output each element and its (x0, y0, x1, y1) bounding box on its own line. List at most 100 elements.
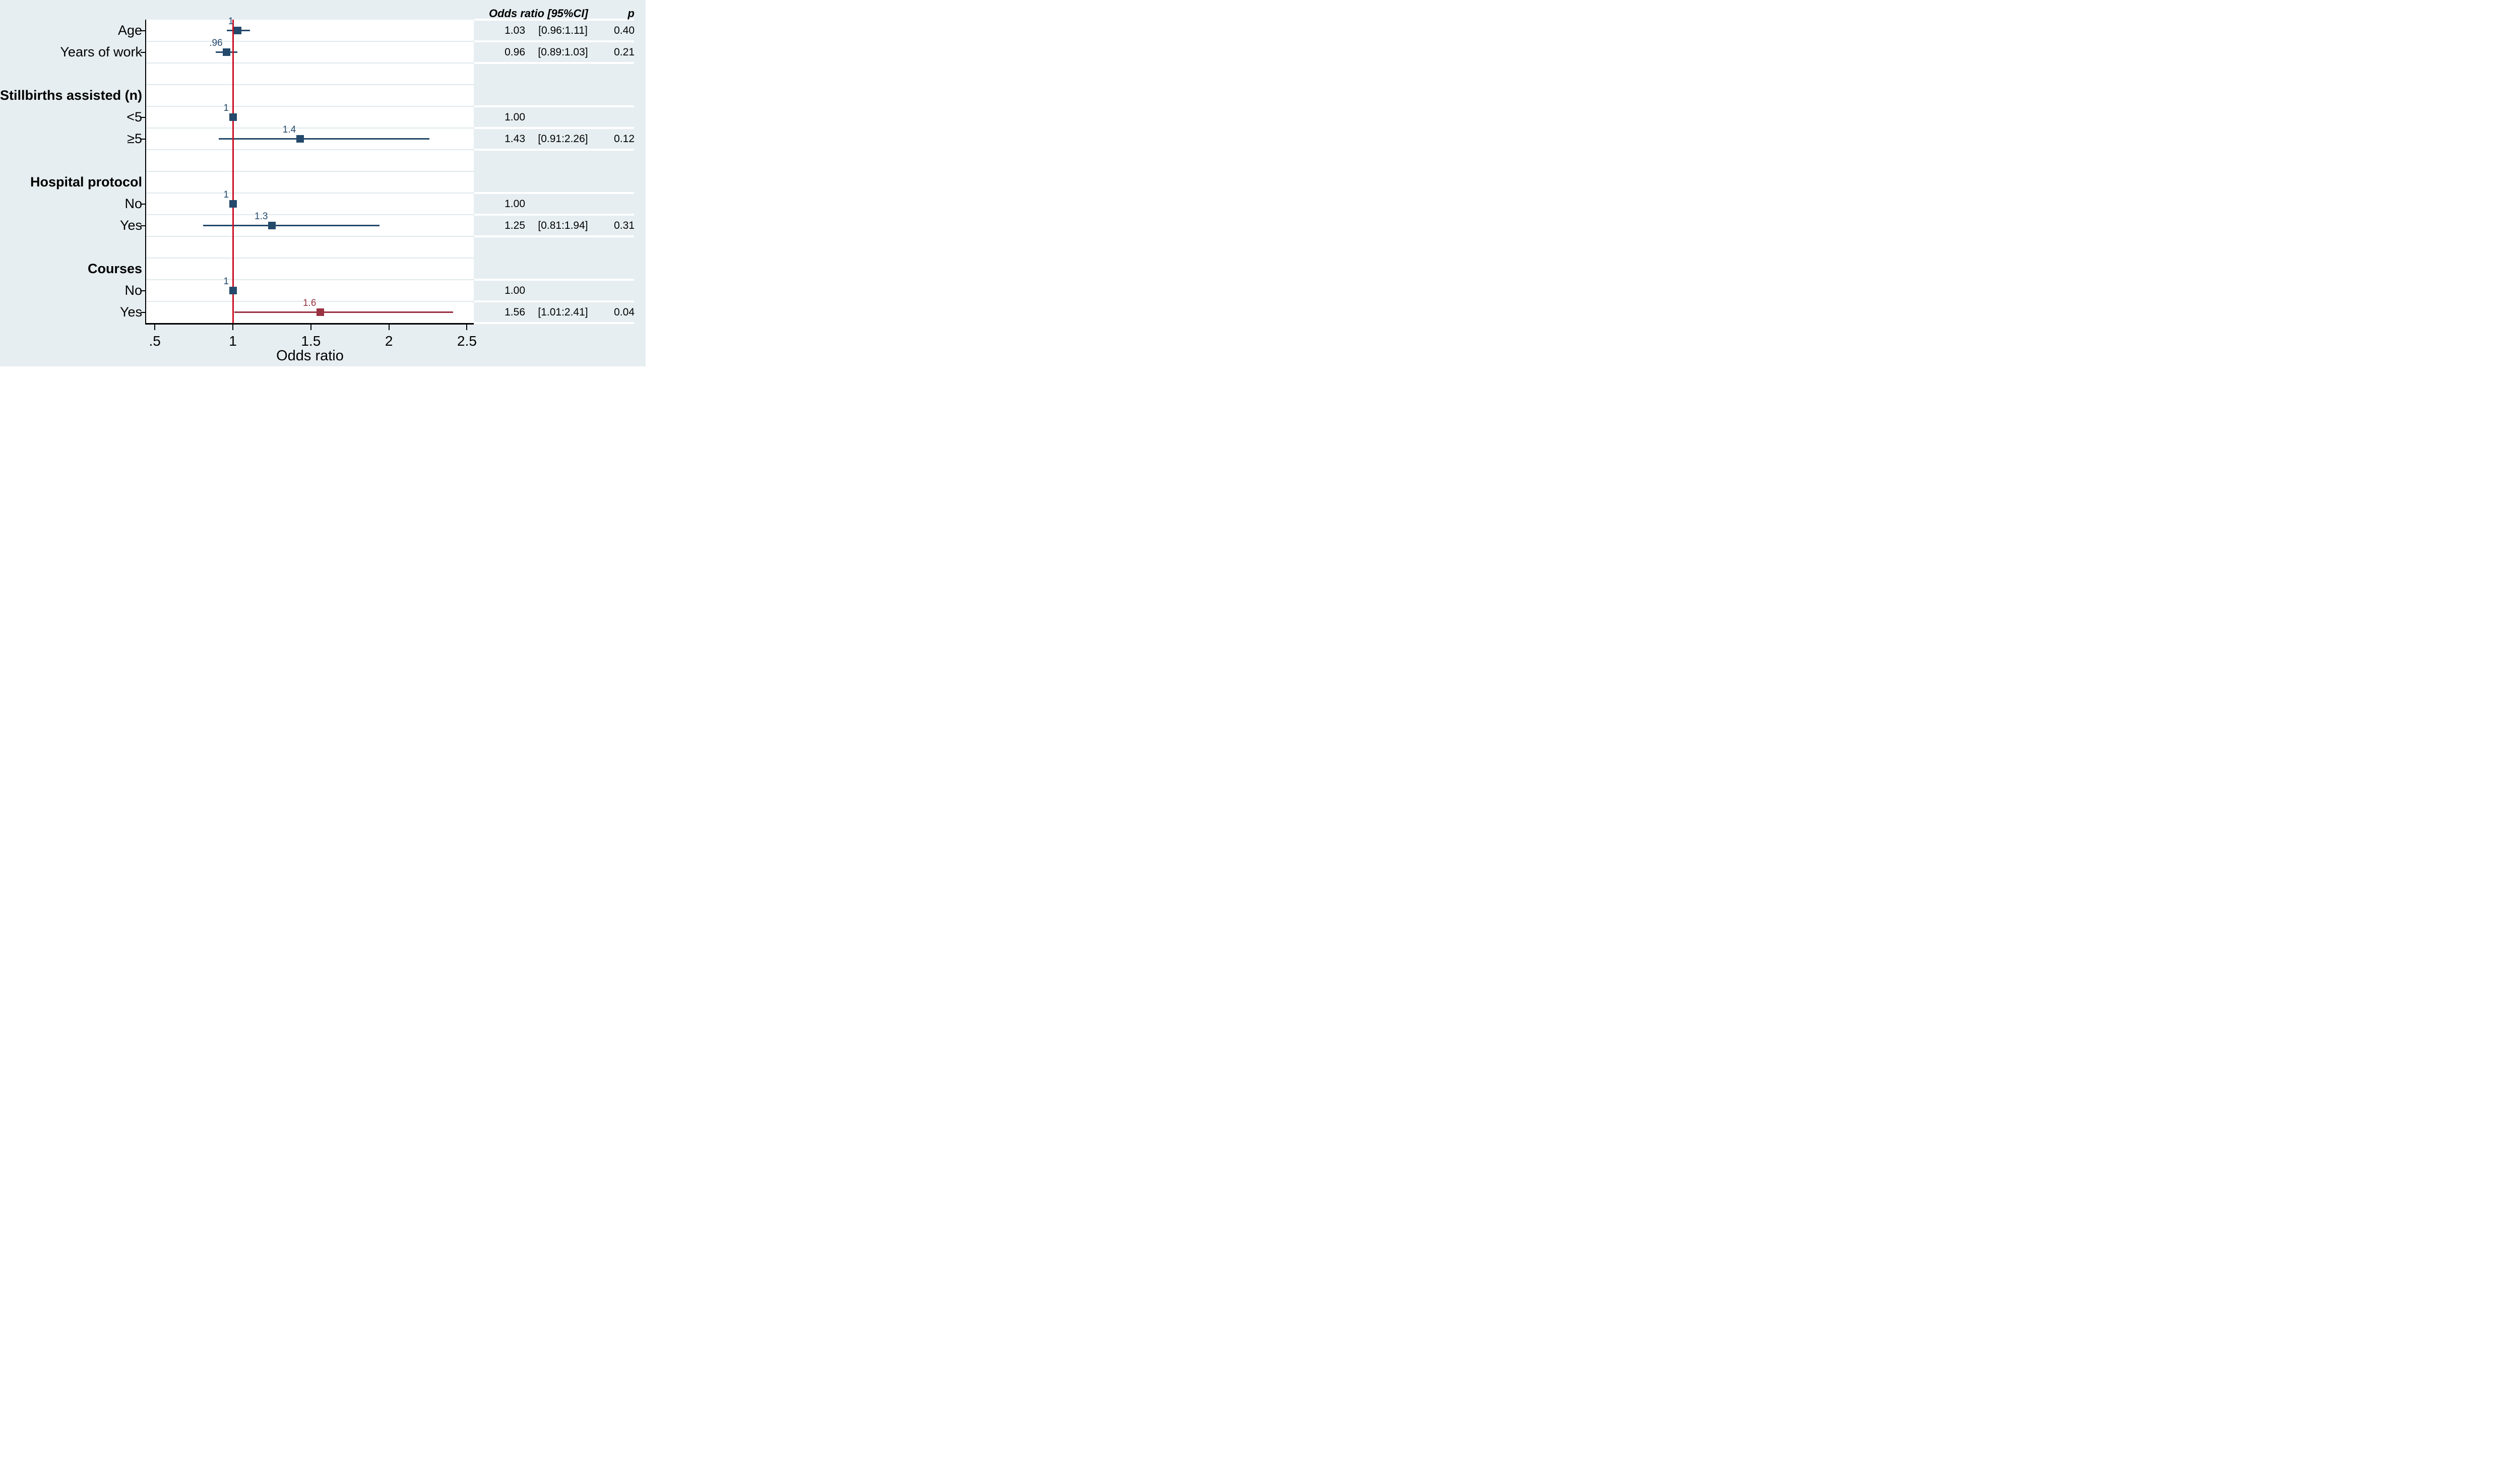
plot-gridline (146, 84, 474, 85)
row-group-label: Hospital protocol (30, 174, 142, 189)
table-row-separator (474, 278, 634, 281)
x-axis-line (145, 323, 474, 325)
y-tick (141, 51, 146, 53)
point-marker (229, 200, 237, 208)
row-group-label: Courses (87, 261, 142, 276)
row-label: Years of work (60, 44, 142, 59)
plot-gridline (146, 62, 474, 63)
table-p-value: 0.12 (614, 133, 635, 145)
table-or-value: 1.43 (505, 133, 525, 145)
table-header-odds-ratio-ci: Odds ratio [95%CI] (489, 7, 588, 20)
point-value-label: 1 (223, 189, 229, 200)
plot-gridline (146, 171, 474, 172)
x-tick-label: 1.5 (301, 333, 321, 349)
x-tick (388, 324, 390, 330)
table-row-separator (474, 105, 634, 108)
table-or-value: 0.96 (505, 46, 525, 58)
point-marker (229, 287, 237, 294)
row-label: Yes (119, 304, 142, 320)
table-ci-value: [0.89:1.03] (538, 46, 588, 58)
gridlines-layer (0, 0, 646, 366)
row-label: Yes (119, 218, 142, 233)
plot-gridline (146, 214, 474, 215)
y-tick (141, 203, 146, 205)
point-marker (296, 135, 304, 143)
row-label: No (124, 283, 142, 298)
x-tick-label: 2.5 (457, 333, 477, 349)
point-value-label: 1.6 (302, 297, 317, 308)
point-value-label: 1.4 (282, 124, 296, 135)
table-row-separator (474, 61, 634, 65)
table-row-separator (474, 213, 634, 216)
table-or-value: 1.00 (505, 111, 525, 123)
y-tick (141, 116, 146, 118)
row-label: ≥5 (127, 131, 142, 146)
plot-gridline (146, 301, 474, 302)
point-marker (316, 308, 324, 316)
table-row-separator (474, 192, 634, 195)
x-tick-label: 2 (385, 333, 393, 349)
plot-gridline (146, 258, 474, 259)
plot-gridline (146, 149, 474, 150)
table-or-value: 1.03 (505, 25, 525, 36)
y-axis-line (145, 20, 146, 324)
row-group-label: Stillbirths assisted (n) (0, 88, 143, 103)
y-tick (141, 30, 146, 31)
x-axis-title: Odds ratio (276, 348, 344, 364)
table-p-value: 0.04 (614, 306, 635, 318)
table-row-separator (474, 235, 634, 238)
table-ci-value: [1.01:2.41] (538, 306, 588, 318)
table-row-separator (474, 18, 634, 21)
plot-gridline (146, 279, 474, 280)
ci-line (219, 138, 430, 140)
table-row-separator (474, 322, 634, 325)
x-tick (310, 324, 311, 330)
x-tick-label: 1 (229, 333, 237, 349)
plot-gridline (146, 106, 474, 107)
point-value-label: 1 (228, 16, 234, 27)
reference-line (232, 20, 234, 323)
y-tick (141, 290, 146, 291)
point-value-label: 1 (223, 276, 229, 287)
forest-plot-figure: Age 1 1.03 [0.96:1.11] 0.40 Years of work .96 0… (0, 0, 646, 366)
point-marker (223, 48, 231, 56)
table-p-value: 0.21 (614, 46, 635, 58)
data-layer: Age 1 1.03 [0.96:1.11] 0.40 Years of work .96 0… (0, 0, 646, 366)
point-value-label: 1.3 (255, 211, 268, 222)
table-row-separator (474, 148, 634, 151)
row-label: No (124, 196, 142, 211)
plot-gridline (146, 193, 474, 194)
x-tick (154, 324, 156, 330)
row-label: Age (117, 23, 142, 38)
table-p-value: 0.31 (614, 220, 635, 231)
table-or-value: 1.00 (505, 285, 525, 296)
plot-gridline (146, 41, 474, 42)
ci-line (234, 311, 453, 313)
table-or-value: 1.56 (505, 306, 525, 318)
table-p-value: 0.40 (614, 25, 635, 36)
table-or-value: 1.25 (505, 220, 525, 231)
axes-layer: .5 1 1.5 2 2.5 (0, 0, 646, 366)
table-row-separator (474, 300, 634, 303)
table-row-separator (474, 40, 634, 43)
point-value-label: 1 (223, 102, 229, 113)
y-tick (141, 138, 146, 140)
table-ci-value: [0.91:2.26] (538, 133, 588, 145)
point-value-label: .96 (209, 37, 223, 48)
table-or-value: 1.00 (505, 198, 525, 210)
y-tick (141, 225, 146, 226)
y-tick (141, 311, 146, 313)
table-row-separators-layer (0, 0, 646, 366)
table-ci-value: [0.81:1.94] (538, 220, 588, 231)
row-label: <5 (127, 109, 142, 124)
ci-line (203, 225, 380, 226)
x-tick (232, 324, 233, 330)
point-marker (268, 222, 276, 229)
x-tick (466, 324, 468, 330)
table-row-separator (474, 126, 634, 130)
table-header-p: p (627, 7, 635, 20)
plot-gridline (146, 236, 474, 237)
table-ci-value: [0.96:1.11] (538, 25, 588, 36)
point-marker (229, 113, 237, 121)
point-marker (233, 27, 241, 34)
